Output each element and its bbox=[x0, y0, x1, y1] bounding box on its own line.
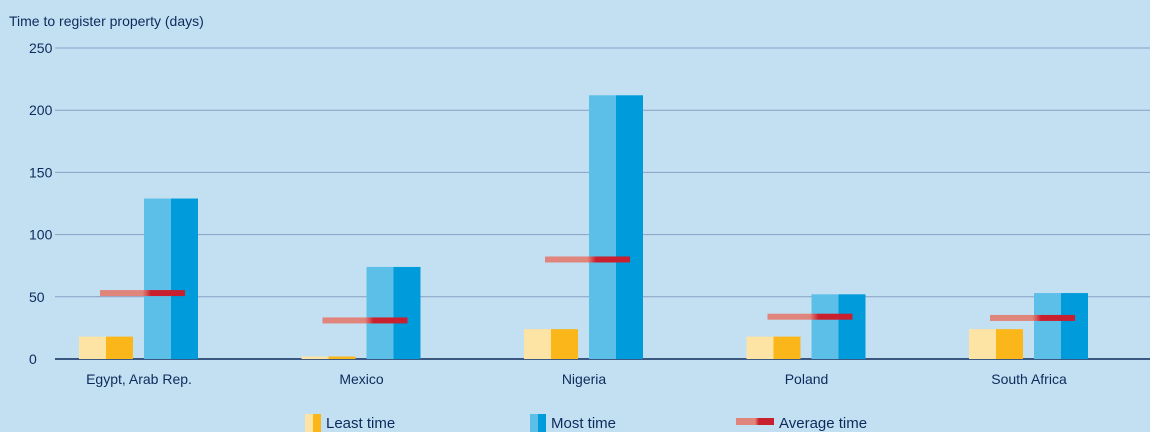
x-category-label: South Africa bbox=[991, 371, 1067, 387]
average-time-marker bbox=[322, 317, 408, 324]
y-tick-label: 150 bbox=[29, 164, 53, 180]
legend-average-time: Average time bbox=[779, 415, 867, 432]
y-tick-label: 100 bbox=[29, 227, 53, 243]
average-time-marker bbox=[100, 290, 185, 297]
legend-swatch-least bbox=[305, 414, 321, 432]
chart-title: Time to register property (days) bbox=[9, 13, 204, 29]
average-time-marker bbox=[545, 256, 630, 263]
bar-least-time bbox=[969, 329, 1023, 359]
legend-swatch-average bbox=[736, 418, 774, 425]
legend-swatch-most bbox=[530, 414, 546, 432]
x-axis-categories: Egypt, Arab Rep. Mexico Nigeria Poland South… bbox=[86, 371, 1067, 387]
bar-least-time bbox=[79, 336, 133, 359]
y-tick-label: 200 bbox=[29, 102, 53, 118]
bar-most-time bbox=[144, 198, 198, 359]
x-category-label: Poland bbox=[785, 371, 829, 387]
y-axis-ticks: 0 50 100 150 200 250 bbox=[29, 40, 53, 367]
legend: Least time Most time Average time bbox=[305, 414, 867, 432]
legend-least-time: Least time bbox=[326, 415, 395, 432]
x-category-label: Egypt, Arab Rep. bbox=[86, 371, 192, 387]
bars bbox=[79, 95, 1088, 359]
x-category-label: Mexico bbox=[339, 371, 384, 387]
average-time-marker bbox=[990, 314, 1075, 321]
bar-least-time bbox=[746, 336, 801, 359]
bar-most-time bbox=[1034, 293, 1088, 359]
bar-most-time bbox=[811, 294, 866, 359]
bar-most-time bbox=[366, 266, 421, 359]
x-category-label: Nigeria bbox=[562, 371, 607, 387]
bar-most-time bbox=[589, 95, 643, 359]
y-tick-label: 0 bbox=[29, 351, 37, 367]
legend-most-time: Most time bbox=[551, 415, 616, 432]
average-markers bbox=[100, 256, 1075, 324]
y-tick-label: 250 bbox=[29, 40, 53, 56]
y-tick-label: 50 bbox=[29, 289, 45, 305]
bar-least-time bbox=[524, 329, 578, 359]
average-time-marker bbox=[767, 313, 853, 320]
bar-least-time bbox=[301, 356, 356, 359]
